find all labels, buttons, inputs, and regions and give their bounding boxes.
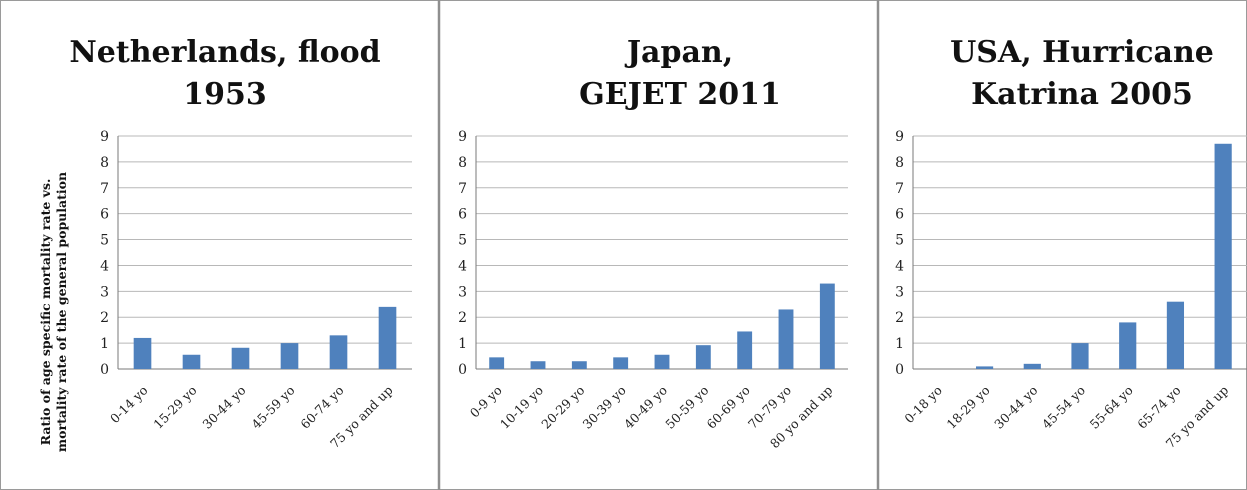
y-tick-label: 8: [458, 155, 467, 171]
y-tick-label: 6: [458, 207, 467, 223]
x-tick-label: 30-44 yo: [991, 383, 1040, 432]
y-tick-label: 7: [100, 181, 109, 197]
bar: [737, 331, 753, 369]
y-tick-label: 5: [100, 233, 109, 249]
chart-title-line: USA, Hurricane: [950, 35, 1214, 70]
bar: [530, 361, 546, 369]
y-tick-label: 4: [100, 258, 109, 274]
bar: [975, 366, 994, 369]
y-tick-label: 9: [895, 129, 904, 145]
y-tick-label: 3: [458, 284, 467, 300]
bar: [1071, 343, 1089, 369]
x-tick-label: 30-39 yo: [580, 383, 629, 432]
chart-panel-3: USA, Hurricane Katrina 2005 0 1 2 3 4 5 6 7 8 9 0-18…: [895, 35, 1247, 451]
chart-title-line: GEJET 2011: [579, 77, 781, 112]
bar: [778, 309, 794, 369]
y-axis-label: Ratio of age specific mortality rate vs.…: [38, 172, 69, 452]
y-tick-label: 1: [458, 336, 467, 352]
y-tick-label: 4: [458, 258, 467, 274]
chart-title-line: Netherlands, flood: [69, 35, 380, 70]
bar: [571, 361, 587, 369]
x-tick-label: 55-64 yo: [1087, 383, 1136, 432]
bar: [695, 345, 711, 369]
bar: [280, 343, 299, 369]
y-tick-label: 7: [895, 181, 904, 197]
y-tick-label: 9: [458, 129, 467, 145]
bar: [329, 335, 348, 369]
bar: [231, 347, 250, 369]
y-tick-label: 0: [895, 362, 904, 378]
chart-title-line: 1953: [183, 77, 267, 112]
x-tick-label: 50-59 yo: [662, 383, 711, 432]
x-tick-label: 40-49 yo: [621, 383, 670, 432]
y-tick-label: 6: [895, 207, 904, 223]
y-tick-label: 5: [895, 233, 904, 249]
x-tick-label: 65-74 yo: [1134, 383, 1183, 432]
y-tick-label: 9: [100, 129, 109, 145]
x-tick-label: 0-9 yo: [467, 383, 505, 421]
bar: [133, 337, 152, 369]
chart-title-line: Katrina 2005: [971, 77, 1193, 112]
y-axis-label-line: mortality rate of the general population: [54, 172, 69, 452]
x-tick-label: 10-19 yo: [497, 383, 546, 432]
x-tick-label: 18-29 yo: [943, 383, 992, 432]
y-tick-label: 3: [895, 284, 904, 300]
bar: [489, 357, 505, 369]
bar: [1214, 143, 1232, 369]
y-tick-label: 3: [100, 284, 109, 300]
y-tick-label: 1: [895, 336, 904, 352]
y-tick-label: 8: [100, 155, 109, 171]
chart-panel-1: Netherlands, flood 1953 0 1 2 3 4 5 6 7 8 9 0-14 yo 1…: [69, 35, 412, 451]
bar: [819, 283, 835, 369]
y-tick-label: 2: [895, 310, 904, 326]
bar: [1166, 301, 1185, 369]
y-tick-label: 0: [458, 362, 467, 378]
x-tick-label: 45-54 yo: [1039, 383, 1088, 432]
y-tick-label: 2: [100, 310, 109, 326]
y-tick-label: 6: [100, 207, 109, 223]
x-tick-label: 45-59 yo: [248, 383, 297, 432]
bar: [654, 354, 670, 369]
bar: [182, 354, 201, 369]
y-tick-label: 1: [100, 336, 109, 352]
y-tick-label: 7: [458, 181, 467, 197]
y-axis-label-line: Ratio of age specific mortality rate vs.: [38, 179, 53, 446]
x-tick-label: 0-14 yo: [107, 383, 151, 427]
bar: [1119, 322, 1137, 369]
y-tick-label: 8: [895, 155, 904, 171]
x-tick-label: 20-29 yo: [538, 383, 587, 432]
chart-title-line: Japan,: [624, 35, 733, 70]
bar: [613, 357, 629, 369]
x-tick-label: 15-29 yo: [150, 383, 199, 432]
bar: [1023, 363, 1041, 369]
x-tick-label: 0-18 yo: [901, 383, 945, 427]
x-tick-label: 30-44 yo: [199, 383, 248, 432]
bar: [378, 306, 397, 369]
x-tick-label: 60-69 yo: [704, 383, 753, 432]
y-tick-label: 2: [458, 310, 467, 326]
y-tick-label: 5: [458, 233, 467, 249]
y-tick-label: 4: [895, 258, 904, 274]
y-tick-label: 0: [100, 362, 109, 378]
x-tick-label: 60-74 yo: [297, 383, 346, 432]
